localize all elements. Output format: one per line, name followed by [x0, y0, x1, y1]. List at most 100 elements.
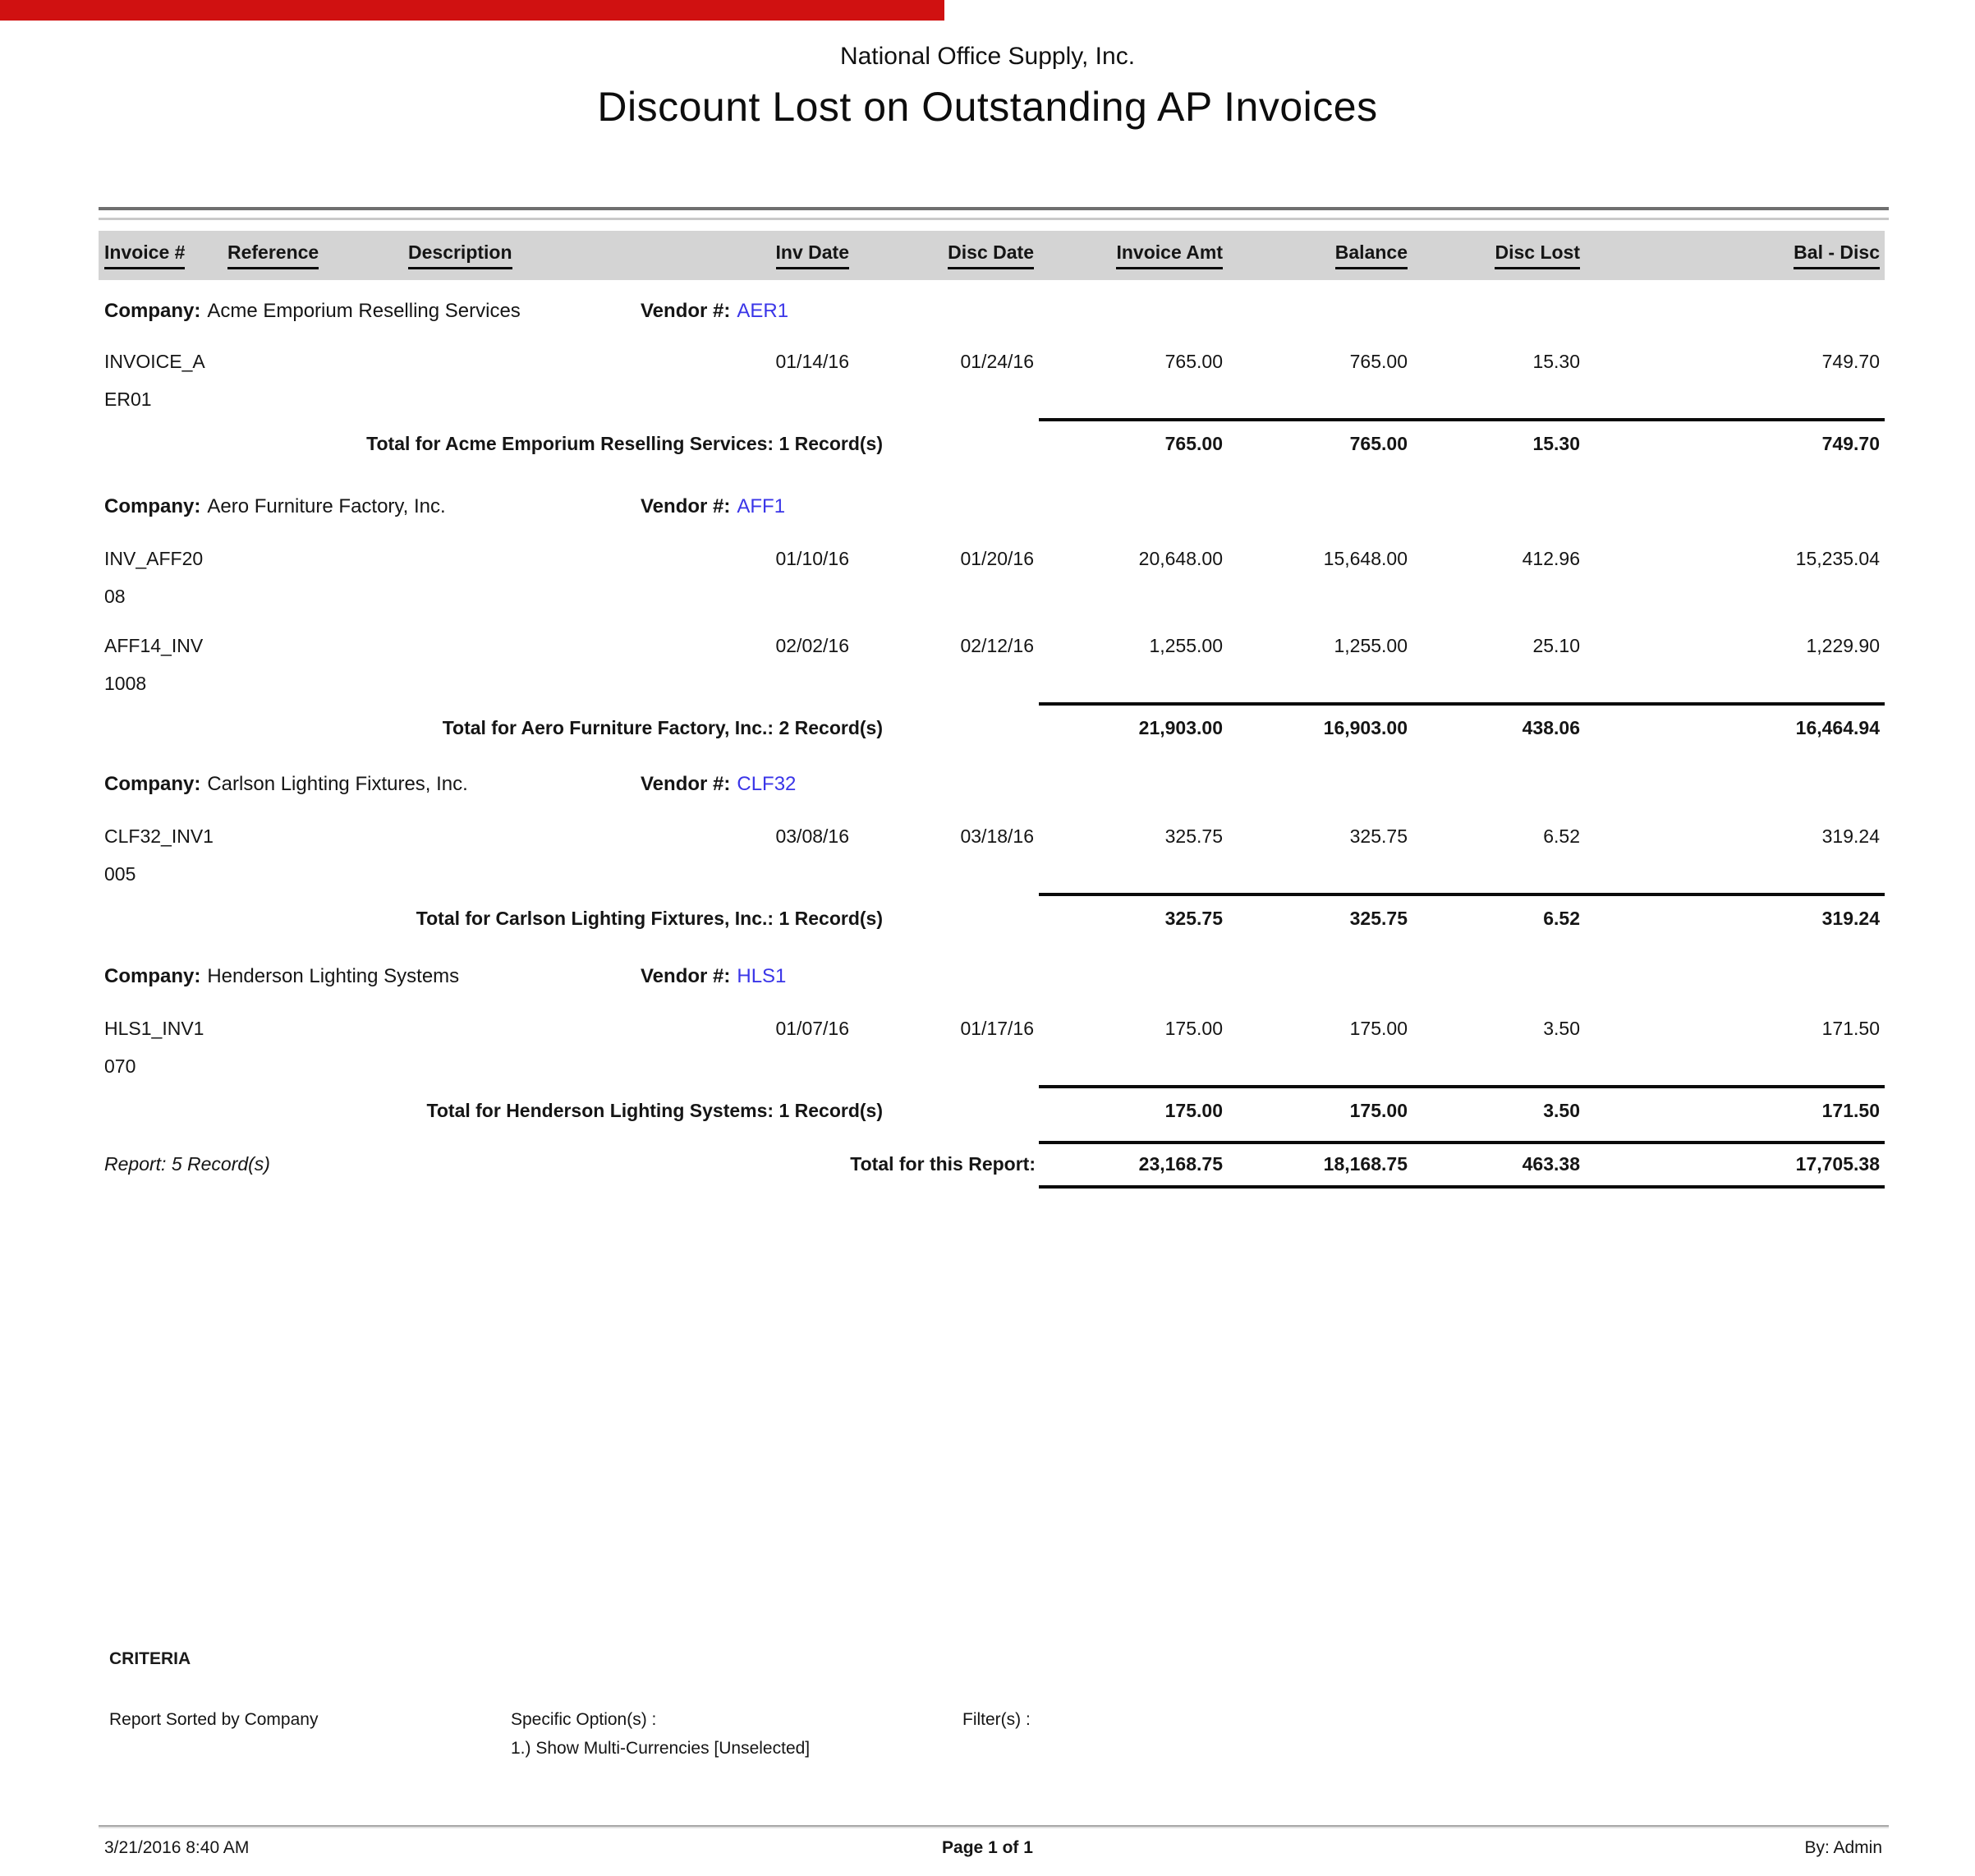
column-header-invoice[interactable]: Invoice #: [99, 241, 222, 269]
report-total-rule-top: [1039, 1141, 1885, 1144]
invoice-id-line1: INV_AFF20: [104, 548, 204, 569]
column-header-balance[interactable]: Balance: [1228, 241, 1412, 269]
vendor-code-link[interactable]: CLF32: [737, 773, 797, 795]
disc-lost-cell: 15.30: [1532, 351, 1580, 372]
disc-lost-cell: 6.52: [1543, 825, 1580, 847]
invoice-id: CLF32_INV1 005: [99, 824, 222, 886]
company-name: Carlson Lighting Fixtures, Inc.: [207, 773, 468, 795]
column-header-disc-date[interactable]: Disc Date: [854, 241, 1039, 269]
invoice-row: INV_AFF20 08 01/10/16 01/20/16 20,648.00…: [99, 546, 1885, 609]
disc-lost-cell: 25.10: [1532, 635, 1580, 656]
group-total-balance: 175.00: [1349, 1100, 1408, 1121]
invoice-amt-cell: 20,648.00: [1138, 548, 1223, 569]
invoice-id: AFF14_INV 1008: [99, 633, 222, 696]
column-header-balance-label: Balance: [1334, 241, 1408, 269]
vendor-label: Vendor #:: [641, 300, 731, 322]
vendor-label: Vendor #:: [641, 773, 731, 795]
inv-date-cell: 01/14/16: [775, 351, 849, 372]
invoice-id-line2: 08: [104, 586, 126, 607]
vendor-code-link[interactable]: AER1: [737, 300, 789, 322]
invoice-amt-cell: 765.00: [1164, 351, 1223, 372]
invoice-row: CLF32_INV1 005 03/08/16 03/18/16 325.75 …: [99, 824, 1885, 886]
vendor-code-link[interactable]: HLS1: [737, 965, 787, 987]
invoice-row: AFF14_INV 1008 02/02/16 02/12/16 1,255.0…: [99, 633, 1885, 696]
group-total-label: Total for Acme Emporium Reselling Servic…: [366, 433, 883, 454]
column-header-reference[interactable]: Reference: [222, 241, 402, 269]
vendor-group: Vendor #: AER1: [641, 300, 788, 323]
column-header-invoice-label: Invoice #: [104, 241, 186, 269]
bal-disc-cell: 1,229.90: [1806, 635, 1880, 656]
disc-date-cell: 03/18/16: [960, 825, 1034, 847]
report-total-row: Report: 5 Record(s) Total for this Repor…: [99, 1151, 1885, 1177]
report-total-label: Total for this Report:: [850, 1153, 1036, 1175]
vendor-label: Vendor #:: [641, 965, 731, 987]
bal-disc-cell: 15,235.04: [1795, 548, 1880, 569]
column-header-inv-date[interactable]: Inv Date: [723, 241, 854, 269]
column-header-disc-lost[interactable]: Disc Lost: [1412, 241, 1585, 269]
invoice-id-line2: 1008: [104, 673, 147, 694]
criteria-sorted-by: Report Sorted by Company: [109, 1710, 319, 1729]
company-label: Company:: [104, 965, 201, 987]
invoice-amt-cell: 1,255.00: [1149, 635, 1223, 656]
disc-date-cell: 01/17/16: [960, 1018, 1034, 1039]
bal-disc-cell: 319.24: [1821, 825, 1880, 847]
disc-date-cell: 02/12/16: [960, 635, 1034, 656]
column-header-bal-disc[interactable]: Bal - Disc: [1585, 241, 1885, 269]
report-total-rule-bottom: [1039, 1185, 1885, 1189]
balance-cell: 15,648.00: [1323, 548, 1408, 569]
group-total-invoice-amt: 765.00: [1164, 433, 1223, 454]
company-title: National Office Supply, Inc.: [839, 43, 1136, 70]
group-total-disc-lost: 438.06: [1522, 717, 1580, 738]
report-table: Invoice # Reference Description Inv Date…: [99, 231, 1885, 1189]
report-record-count: Report: 5 Record(s): [104, 1153, 270, 1175]
invoice-id-line2: 070: [104, 1055, 136, 1077]
title-rules: [99, 207, 1889, 220]
group-total-label: Total for Carlson Lighting Fixtures, Inc…: [416, 908, 883, 929]
group-total-bal-disc: 171.50: [1821, 1100, 1880, 1121]
page-title: Discount Lost on Outstanding AP Invoices: [597, 84, 1378, 130]
vendor-group: Vendor #: CLF32: [641, 773, 796, 796]
column-header-disc-date-label: Disc Date: [948, 241, 1034, 269]
inv-date-cell: 02/02/16: [775, 635, 849, 656]
footer-page-number: Page 1 of 1: [942, 1838, 1033, 1857]
criteria-heading: CRITERIA: [109, 1649, 191, 1668]
balance-cell: 1,255.00: [1334, 635, 1408, 656]
vendor-group: Vendor #: HLS1: [641, 965, 786, 988]
company-row: Company: Acme Emporium Reselling Services…: [99, 300, 1885, 324]
column-header-bal-disc-label: Bal - Disc: [1794, 241, 1880, 269]
group-total-row: Total for Henderson Lighting Systems: 1 …: [99, 1098, 1885, 1123]
vendor-label: Vendor #:: [641, 495, 731, 517]
balance-cell: 325.75: [1349, 825, 1408, 847]
invoice-id: INV_AFF20 08: [99, 546, 222, 609]
column-header-invoice-amt[interactable]: Invoice Amt: [1039, 241, 1228, 269]
bal-disc-cell: 749.70: [1821, 351, 1880, 372]
vendor-code-link[interactable]: AFF1: [737, 495, 786, 517]
title-rule-dark: [99, 207, 1889, 210]
inv-date-cell: 01/07/16: [775, 1018, 849, 1039]
disc-lost-cell: 3.50: [1543, 1018, 1580, 1039]
invoice-id-line2: ER01: [104, 389, 152, 410]
company-label: Company:: [104, 495, 201, 517]
column-header-description[interactable]: Description: [402, 241, 723, 269]
footer-datetime: 3/21/2016 8:40 AM: [104, 1838, 250, 1857]
report-total-invoice-amt: 23,168.75: [1138, 1153, 1223, 1175]
company-label: Company:: [104, 300, 201, 322]
criteria-filters-label: Filter(s) :: [962, 1710, 1031, 1729]
group-total-rule: [1039, 418, 1885, 421]
column-header-reference-label: Reference: [227, 241, 319, 269]
group-total-rule: [1039, 702, 1885, 706]
title-rule-light: [99, 218, 1889, 220]
report-total-disc-lost: 463.38: [1522, 1153, 1580, 1175]
inv-date-cell: 01/10/16: [775, 548, 849, 569]
group-total-rule: [1039, 893, 1885, 896]
group-total-rule: [1039, 1085, 1885, 1088]
group-total-bal-disc: 16,464.94: [1795, 717, 1880, 738]
company-name: Henderson Lighting Systems: [207, 965, 460, 987]
group-total-disc-lost: 15.30: [1532, 433, 1580, 454]
column-header-invoice-amt-label: Invoice Amt: [1116, 241, 1223, 269]
group-total-invoice-amt: 175.00: [1164, 1100, 1223, 1121]
invoice-amt-cell: 325.75: [1164, 825, 1223, 847]
report-total-bal-disc: 17,705.38: [1795, 1153, 1880, 1175]
group-total-bal-disc: 749.70: [1821, 433, 1880, 454]
